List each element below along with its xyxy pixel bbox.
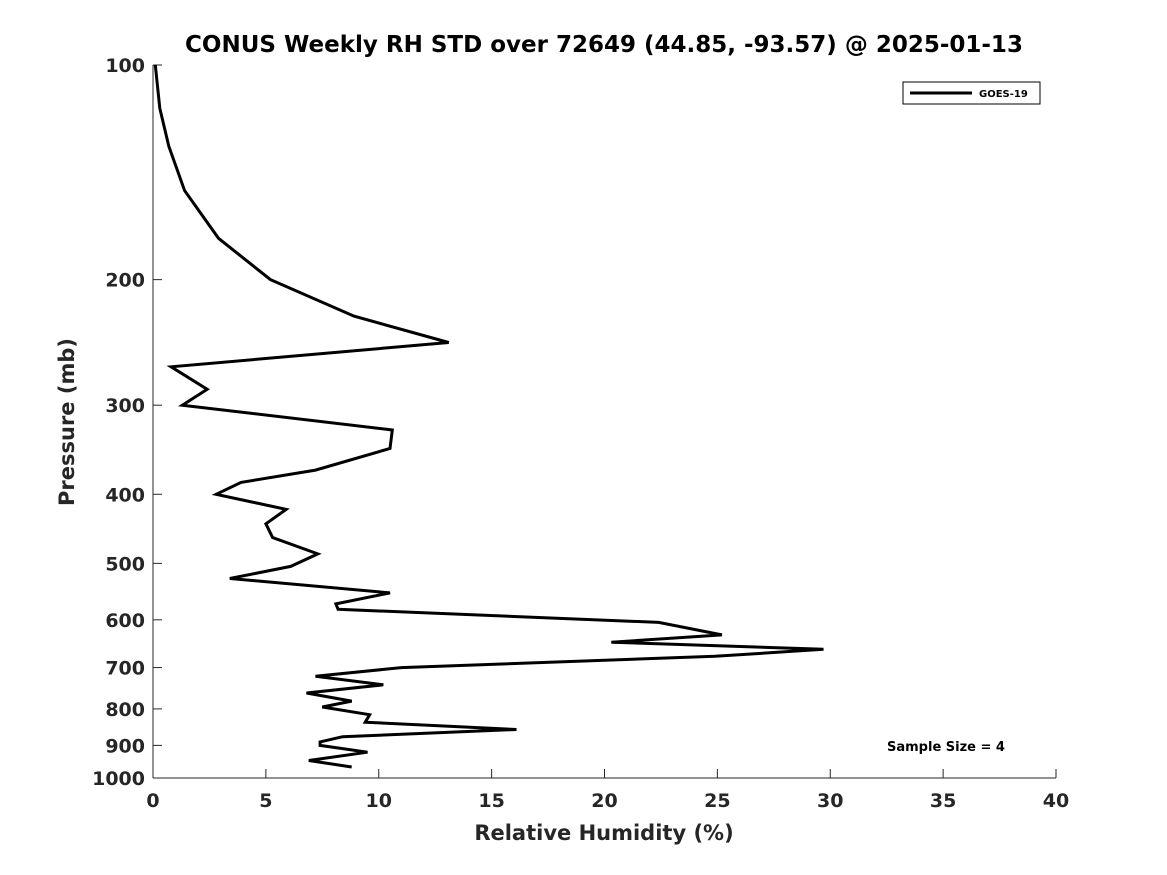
x-tick-label: 10 [366,790,392,812]
x-ticks: 0 5 10 15 20 25 30 35 40 [146,769,1069,812]
x-tick-label: 20 [591,790,617,812]
x-axis-label: Relative Humidity (%) [474,821,733,845]
y-tick-label: 800 [105,699,145,721]
plot-area: 0 5 10 15 20 25 30 35 40 100 200 300 400 500 600 700 80… [92,55,1069,812]
legend-label-goes-19: GOES-19 [979,89,1028,100]
x-tick-label: 30 [817,790,843,812]
chart-title: CONUS Weekly RH STD over 72649 (44.85, -… [185,32,1023,58]
y-tick-label: 500 [105,553,145,575]
x-tick-label: 40 [1043,790,1069,812]
y-axis-label: Pressure (mb) [55,338,79,506]
x-tick-label: 35 [930,790,956,812]
y-tick-label: 600 [105,610,145,632]
y-tick-label: 900 [105,735,145,757]
x-tick-label: 5 [259,790,272,812]
y-tick-label: 300 [105,395,145,417]
y-ticks: 100 200 300 400 500 600 700 800 900 1000 [92,55,162,790]
legend: GOES-19 [902,81,1041,105]
y-tick-label: 400 [105,484,145,506]
x-tick-label: 0 [146,790,159,812]
sample-size-annotation: Sample Size = 4 [887,740,1005,755]
y-tick-label: 700 [105,658,145,680]
x-tick-label: 15 [478,790,504,812]
y-tick-label: 200 [105,270,145,292]
series-layer [153,64,824,769]
series-line-goes-19 [153,64,824,769]
y-tick-label: 100 [105,55,145,77]
x-tick-label: 25 [704,790,730,812]
y-tick-label: 1000 [92,768,145,790]
